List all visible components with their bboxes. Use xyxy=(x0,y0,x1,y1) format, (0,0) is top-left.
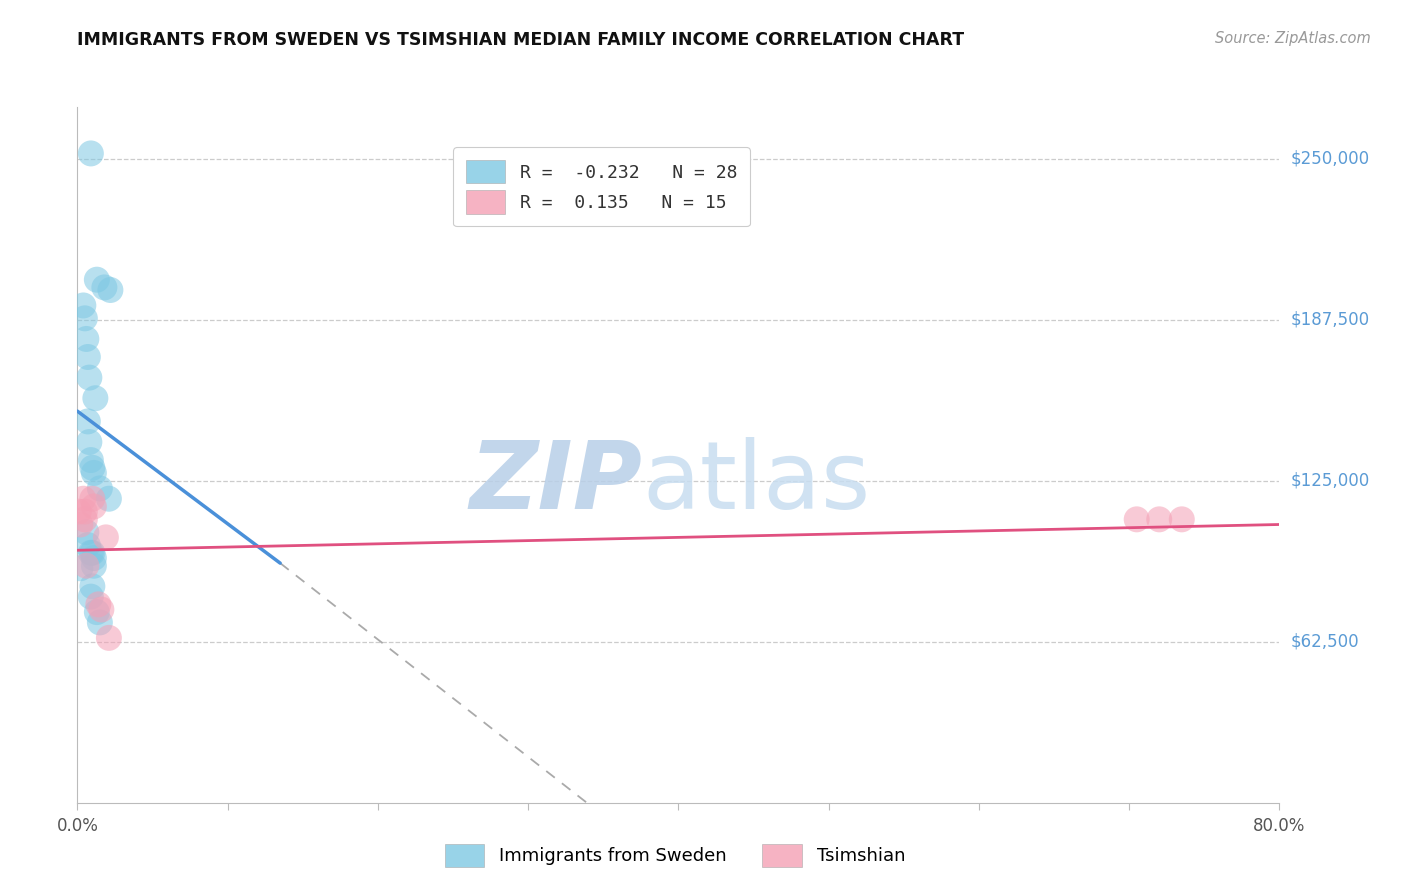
Point xyxy=(75,558,97,573)
Point xyxy=(93,280,115,294)
Legend: R =  -0.232   N = 28, R =  0.135   N = 15: R = -0.232 N = 28, R = 0.135 N = 15 xyxy=(453,147,749,227)
Point xyxy=(67,505,90,519)
Text: IMMIGRANTS FROM SWEDEN VS TSIMSHIAN MEDIAN FAMILY INCOME CORRELATION CHART: IMMIGRANTS FROM SWEDEN VS TSIMSHIAN MEDI… xyxy=(77,31,965,49)
Point xyxy=(82,491,104,506)
Point xyxy=(1125,512,1147,526)
Point xyxy=(80,146,103,161)
Point xyxy=(73,512,96,526)
Text: Source: ZipAtlas.com: Source: ZipAtlas.com xyxy=(1215,31,1371,46)
Point xyxy=(69,517,91,532)
Point xyxy=(76,538,98,552)
Point xyxy=(72,298,94,312)
Text: $187,500: $187,500 xyxy=(1291,310,1369,328)
Point xyxy=(75,525,97,540)
Text: $250,000: $250,000 xyxy=(1291,150,1369,168)
Point xyxy=(83,551,105,566)
Point xyxy=(1171,512,1194,526)
Point xyxy=(79,370,101,384)
Point xyxy=(90,602,112,616)
Point xyxy=(82,579,104,593)
Point xyxy=(87,598,110,612)
Point xyxy=(97,491,120,506)
Point xyxy=(76,414,98,428)
Text: atlas: atlas xyxy=(643,437,870,529)
Point xyxy=(69,561,91,575)
Point xyxy=(80,546,103,560)
Point xyxy=(73,505,96,519)
Point xyxy=(73,311,96,326)
Point xyxy=(82,460,104,475)
Point xyxy=(97,631,120,645)
Point xyxy=(83,500,105,514)
Point xyxy=(1149,512,1171,526)
Text: ZIP: ZIP xyxy=(470,437,643,529)
Point xyxy=(83,558,105,573)
Point xyxy=(72,491,94,506)
Point xyxy=(89,615,111,630)
Point xyxy=(84,391,107,405)
Point xyxy=(89,482,111,496)
Point xyxy=(100,283,122,297)
Point xyxy=(86,605,108,619)
Point xyxy=(94,530,117,544)
Legend: Immigrants from Sweden, Tsimshian: Immigrants from Sweden, Tsimshian xyxy=(437,837,912,874)
Point xyxy=(86,273,108,287)
Point xyxy=(80,590,103,604)
Text: $125,000: $125,000 xyxy=(1291,472,1369,490)
Text: $62,500: $62,500 xyxy=(1291,632,1360,651)
Point xyxy=(75,332,97,346)
Point xyxy=(82,546,104,560)
Point xyxy=(76,350,98,364)
Point xyxy=(83,466,105,480)
Point xyxy=(79,435,101,450)
Point xyxy=(80,453,103,467)
